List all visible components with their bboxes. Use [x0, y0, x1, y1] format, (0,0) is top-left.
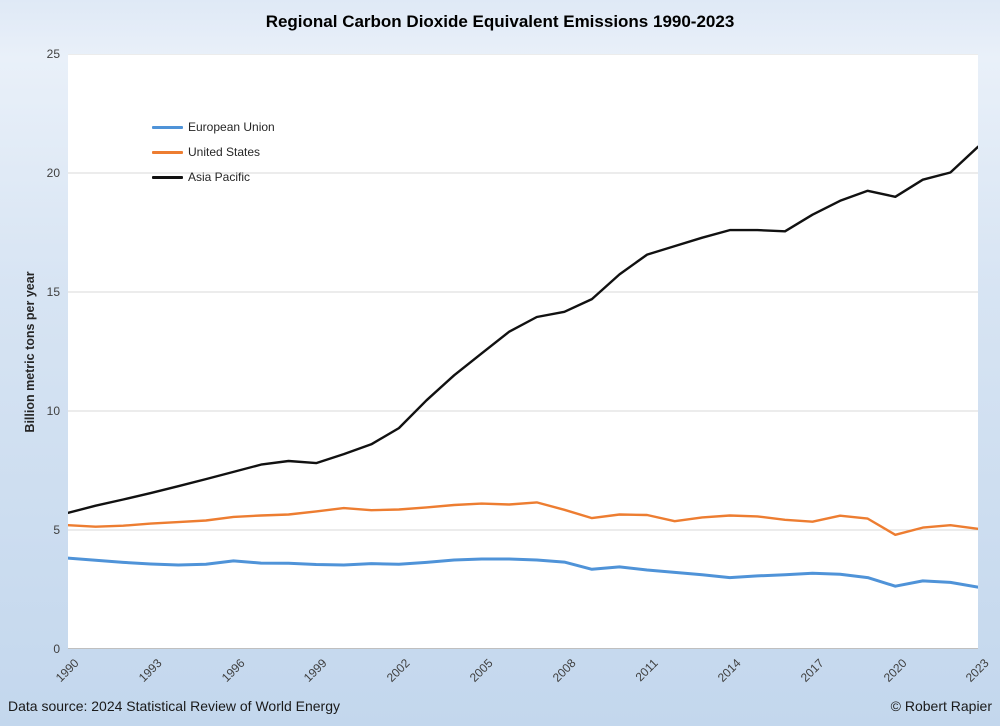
legend-line-swatch — [152, 175, 183, 179]
x-tick-label: 2008 — [549, 656, 579, 685]
x-tick-label: 2017 — [797, 656, 827, 685]
x-tick-label: 2002 — [384, 656, 413, 685]
series-line-asia-pacific — [68, 145, 978, 515]
legend-item: United States — [152, 145, 275, 159]
legend-label: European Union — [188, 120, 275, 134]
chart-svg — [68, 54, 978, 649]
x-tick-label: 1996 — [218, 656, 248, 685]
x-tick-label: 1999 — [301, 656, 331, 685]
y-tick-label: 15 — [46, 285, 60, 299]
legend-label: United States — [188, 145, 261, 159]
y-tick-label: 10 — [46, 404, 60, 418]
x-tick-label: 1993 — [135, 656, 165, 685]
data-source-note: Data source: 2024 Statistical Review of … — [8, 698, 341, 714]
legend-item: Asia Pacific — [152, 170, 275, 184]
legend-item: European Union — [152, 120, 275, 134]
x-tick-label: 2023 — [963, 656, 992, 685]
legend-line-swatch — [152, 150, 183, 154]
legend-label: Asia Pacific — [188, 170, 251, 184]
series-line-european-union — [68, 556, 978, 589]
x-tick-label: 1990 — [53, 656, 82, 685]
chart-title: Regional Carbon Dioxide Equivalent Emiss… — [265, 12, 735, 31]
x-tick-label: 2011 — [632, 656, 661, 685]
legend-line-swatch — [152, 125, 183, 129]
y-tick-label: 20 — [46, 166, 60, 180]
series-line-united-states — [68, 501, 978, 536]
x-tick-label: 2020 — [880, 656, 910, 685]
y-tick-label: 5 — [53, 523, 60, 537]
y-tick-label: 25 — [46, 47, 60, 61]
plot-area: European Union United States Asia Pacific — [68, 54, 978, 649]
x-tick-label: 2014 — [714, 656, 744, 685]
copyright-note: © Robert Rapier — [890, 698, 992, 714]
chart-legend: European Union United States Asia Pacific — [152, 120, 275, 184]
x-tick-label: 2005 — [466, 656, 496, 685]
y-tick-label: 0 — [53, 642, 60, 656]
